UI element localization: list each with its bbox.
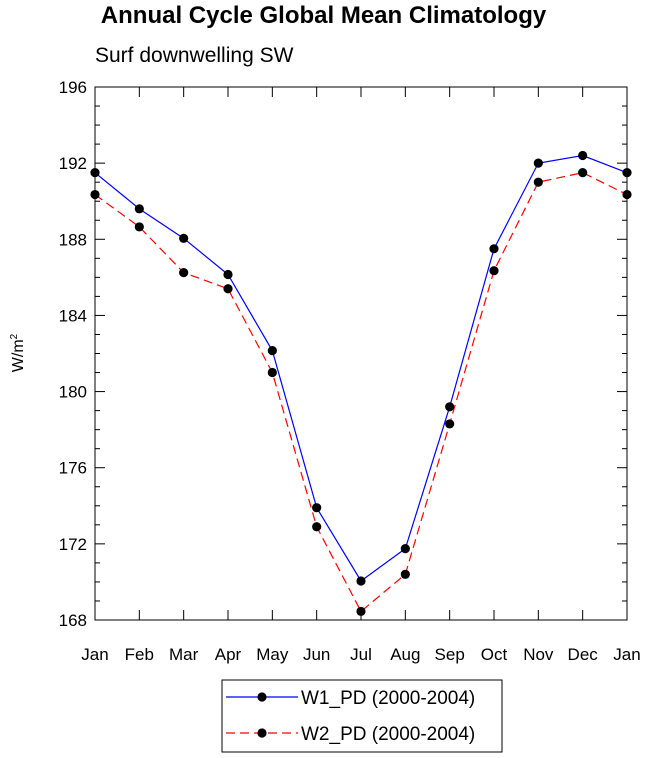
y-tick-label: 176 bbox=[59, 459, 87, 478]
x-tick-label: Jul bbox=[350, 645, 372, 664]
x-tick-label: Mar bbox=[169, 645, 199, 664]
data-point-series-2 bbox=[578, 168, 588, 178]
y-tick-label: 196 bbox=[59, 78, 87, 97]
y-tick-label: 188 bbox=[59, 230, 87, 249]
plot-frame bbox=[94, 86, 628, 621]
x-tick-labels: Jan Feb Mar Apr May Jun Jul Aug Sep Oct Nov Dec Jan bbox=[81, 645, 640, 664]
y-axis-title-main: W/m bbox=[10, 339, 27, 372]
minor-ticks bbox=[95, 105, 627, 602]
x-tick-label: Apr bbox=[215, 645, 242, 664]
y-axis-title-superscript: 2 bbox=[9, 333, 20, 339]
data-point-series-2 bbox=[356, 606, 366, 617]
data-point-series-2 bbox=[223, 284, 233, 294]
data-point-series-2 bbox=[533, 177, 543, 187]
data-point-series-1 bbox=[400, 544, 410, 554]
x-tick-label: Jan bbox=[81, 645, 108, 664]
x-tick-label: Dec bbox=[568, 645, 599, 664]
x-tick-label: Sep bbox=[435, 645, 465, 664]
y-axis-title: W/m2 bbox=[9, 333, 27, 372]
x-tick-label: Jun bbox=[303, 645, 330, 664]
data-point-series-2 bbox=[267, 367, 277, 378]
legend-label-series-1: W1_PD (2000-2004) bbox=[301, 688, 475, 709]
chart-title: Annual Cycle Global Mean Climatology bbox=[100, 2, 547, 29]
data-point-series-1 bbox=[533, 158, 543, 168]
data-point-series-1 bbox=[489, 244, 499, 254]
data-point-series-1 bbox=[578, 150, 588, 161]
data-point-series-1 bbox=[179, 233, 189, 243]
series-line-2 bbox=[94, 172, 628, 613]
y-tick-labels: 168 172 176 180 184 188 192 196 bbox=[59, 78, 87, 630]
data-point-series-2 bbox=[400, 569, 410, 579]
data-point-series-2 bbox=[445, 419, 455, 429]
x-tick-label: Aug bbox=[390, 645, 420, 664]
data-point-series-2 bbox=[179, 267, 189, 278]
data-point-series-2 bbox=[134, 222, 144, 232]
legend: W1_PD (2000-2004) W2_PD (2000-2004) bbox=[221, 679, 503, 753]
legend-box bbox=[221, 679, 503, 753]
x-tick-label: Feb bbox=[125, 645, 154, 664]
data-point-series-1 bbox=[267, 346, 277, 356]
y-tick-label: 172 bbox=[59, 535, 87, 554]
y-tick-label: 192 bbox=[59, 154, 87, 173]
y-tick-label: 184 bbox=[59, 306, 87, 325]
y-tick-label: 180 bbox=[59, 383, 87, 402]
y-tick-label: 168 bbox=[59, 611, 87, 630]
series-line-1 bbox=[94, 154, 628, 582]
legend-marker-series-2 bbox=[257, 728, 267, 738]
x-tick-label: Nov bbox=[523, 645, 554, 664]
data-point-series-1 bbox=[223, 269, 233, 280]
legend-label-series-2: W2_PD (2000-2004) bbox=[301, 724, 475, 745]
data-point-series-1 bbox=[134, 204, 144, 214]
data-point-series-2 bbox=[489, 266, 499, 276]
x-tick-label: Jan bbox=[613, 645, 640, 664]
data-point-series-1 bbox=[356, 576, 366, 586]
x-tick-label: Oct bbox=[481, 645, 508, 664]
data-point-series-2 bbox=[312, 522, 322, 532]
x-tick-label: May bbox=[256, 645, 289, 664]
chart-subtitle: Surf downwelling SW bbox=[95, 44, 294, 67]
data-point-series-1 bbox=[312, 503, 322, 513]
legend-marker-series-1 bbox=[257, 692, 267, 702]
data-point-series-1 bbox=[445, 402, 455, 412]
major-ticks bbox=[94, 86, 628, 621]
series-lines bbox=[94, 154, 628, 613]
series-markers bbox=[90, 150, 632, 617]
